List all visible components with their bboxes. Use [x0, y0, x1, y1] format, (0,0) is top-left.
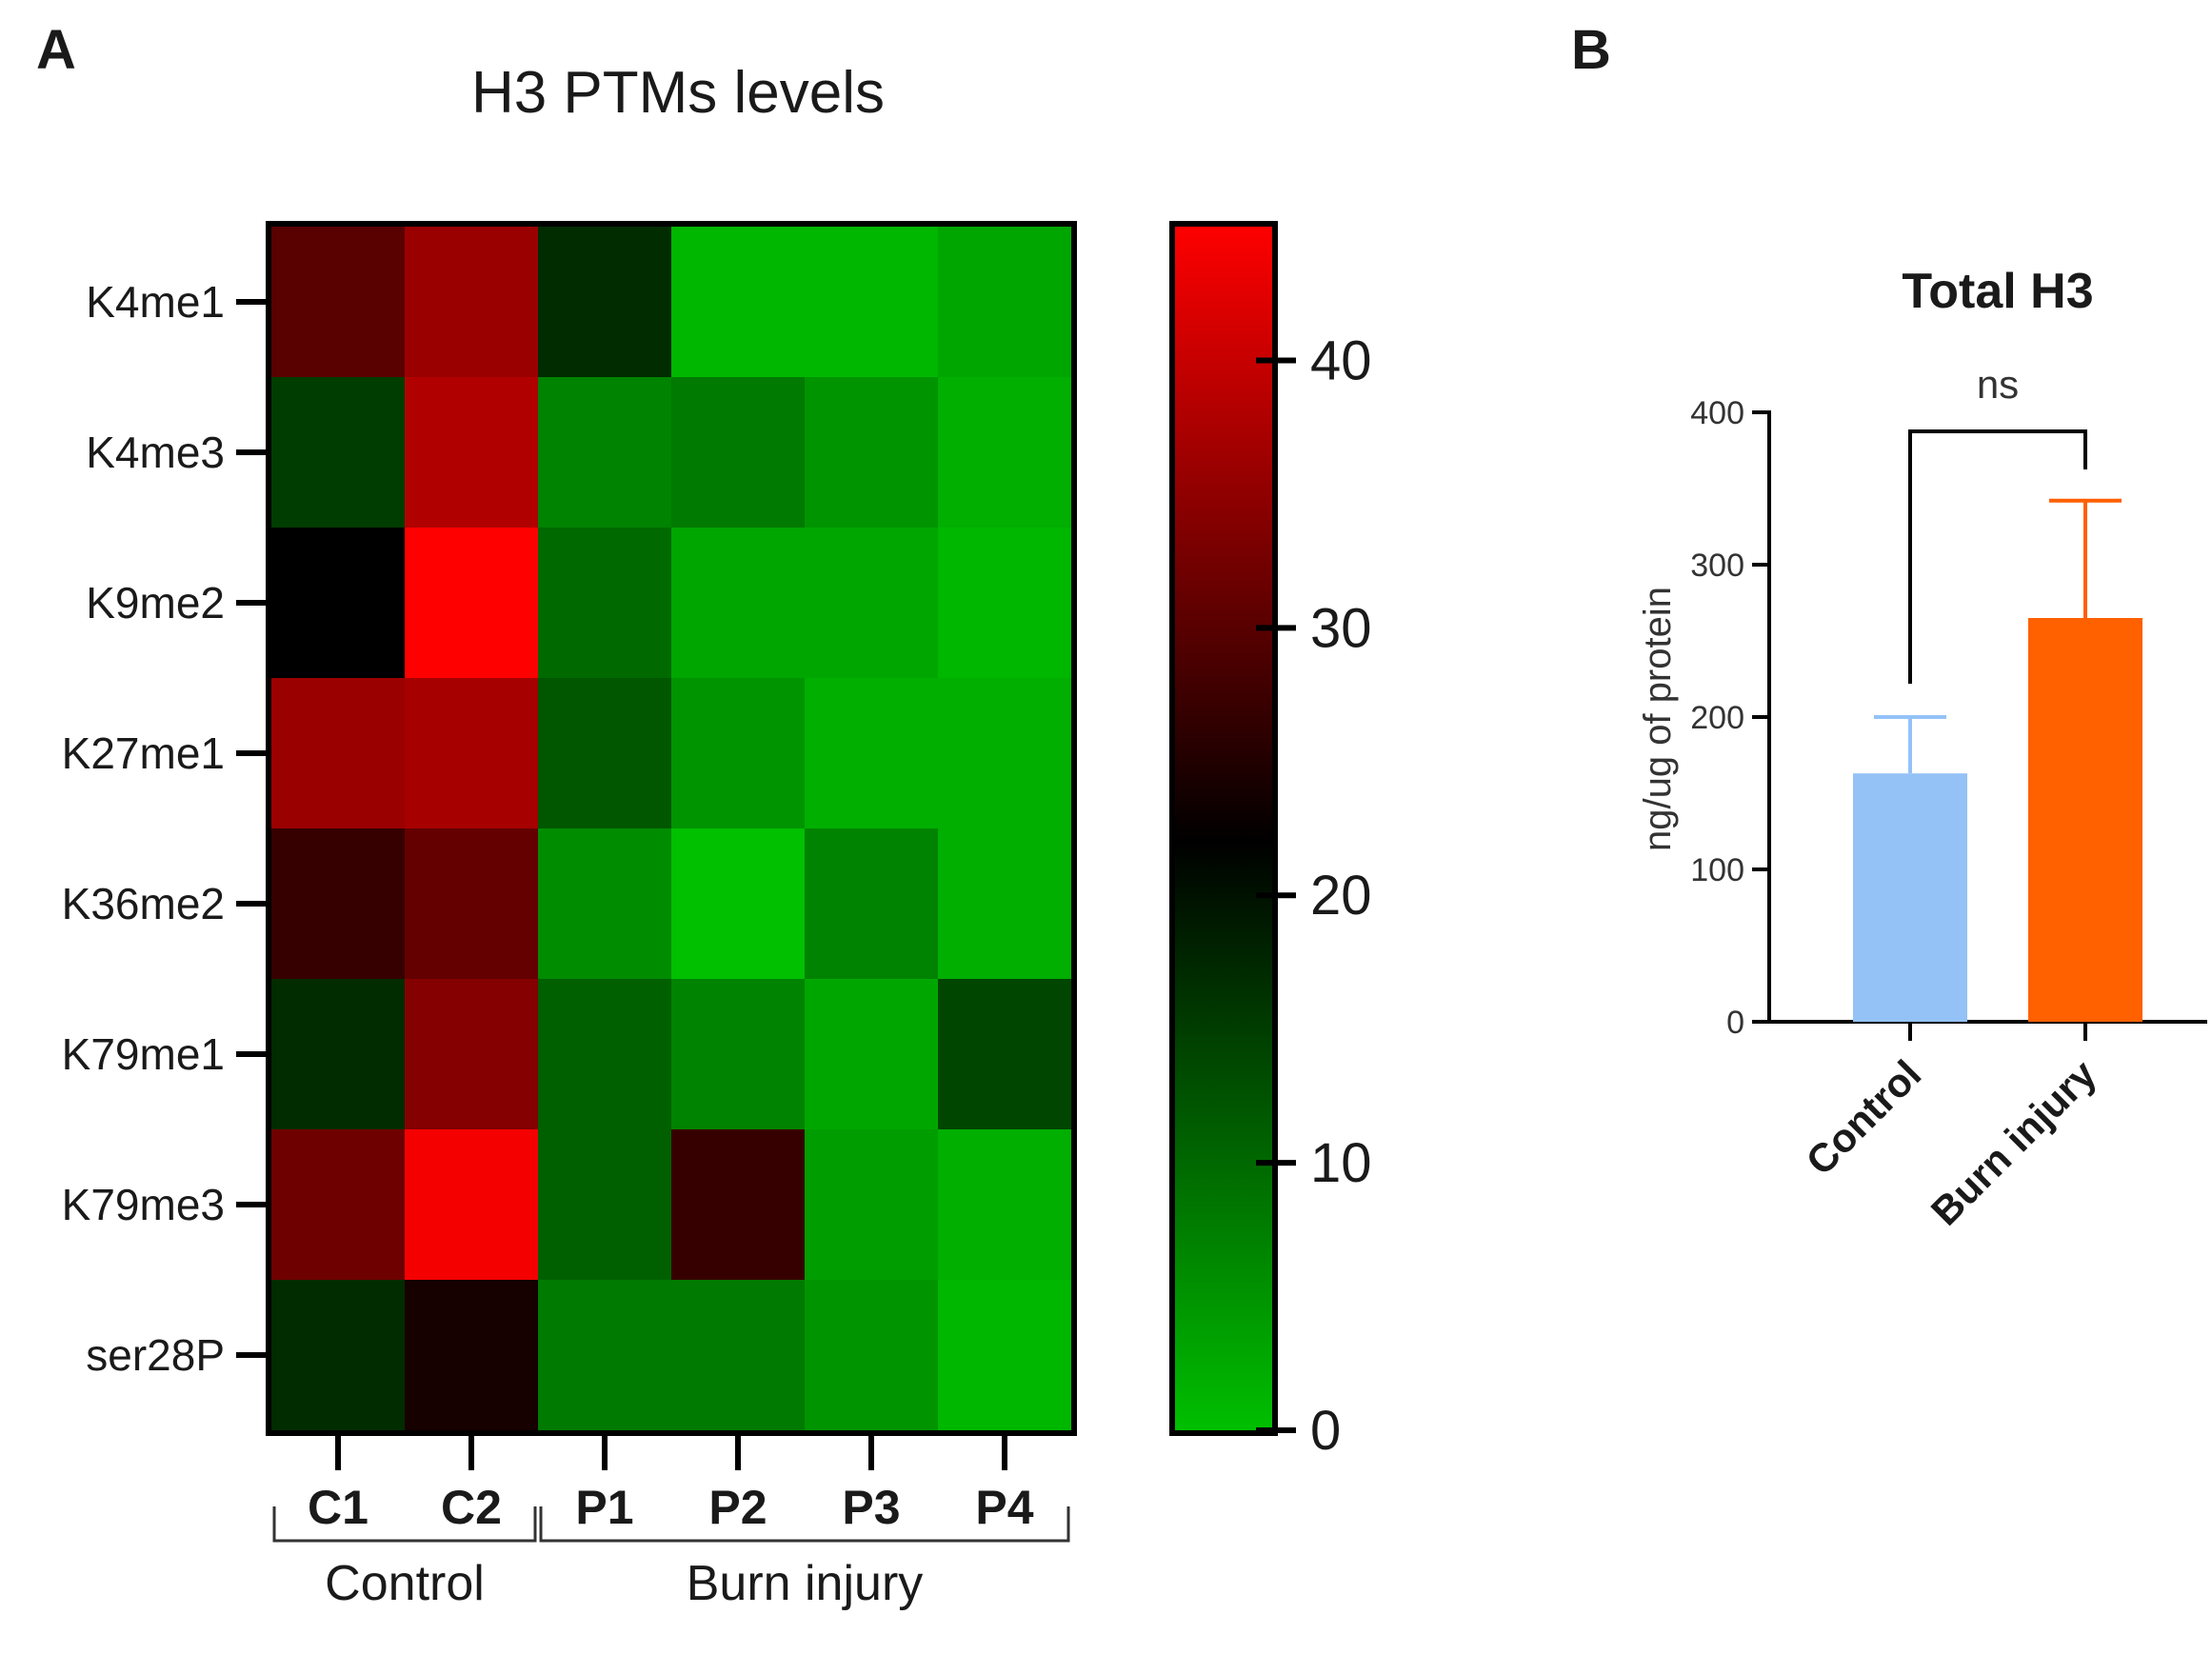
- heatmap-row-labels: K4me1 K4me3 K9me2 K27me1 K36me2 K79me1 K79me3 s…: [62, 277, 269, 1380]
- group-bracket: [272, 1506, 537, 1543]
- column-label: P1: [575, 1481, 633, 1534]
- heatmap-cell-k79me3-p4: [938, 1129, 1072, 1281]
- y-tick-label: 100: [1690, 852, 1744, 888]
- heatmap-cell-k27me1-p1: [538, 678, 672, 829]
- heatmap-frame: [266, 221, 1077, 1436]
- row-label: K79me1: [62, 1029, 225, 1079]
- heatmap-cell-k9me2-c2: [405, 528, 539, 679]
- row-label: K4me1: [86, 277, 225, 327]
- row-label: K4me3: [86, 428, 225, 477]
- colorbar-tick-label: 20: [1310, 865, 1372, 927]
- heatmap-cell-ser28p-c1: [271, 1280, 406, 1431]
- heatmap-cell-k4me1-p2: [671, 227, 806, 378]
- colorbar-tick-label: 40: [1310, 329, 1372, 391]
- heatmap-title: H3 PTMs levels: [471, 60, 885, 126]
- heatmap-cell-k36me2-p4: [938, 828, 1072, 980]
- heatmap-cell-k79me1-c2: [405, 979, 539, 1130]
- heatmap-cells: [271, 227, 1072, 1431]
- heatmap-cell-k79me3-c1: [271, 1129, 406, 1281]
- heatmap-cell-k4me3-p2: [671, 377, 806, 528]
- heatmap-cell-k4me1-p4: [938, 227, 1072, 378]
- heatmap-cell-k4me3-c2: [405, 377, 539, 528]
- row-label: K9me2: [86, 578, 225, 628]
- heatmap-cell-k4me1-p3: [805, 227, 939, 378]
- heatmap-cell-k4me3-p4: [938, 377, 1072, 528]
- group-bracket: [539, 1506, 1070, 1543]
- y-tick-label: 400: [1690, 395, 1744, 431]
- heatmap-column-labels: C1 C2 P1 P2 P3 P4: [308, 1436, 1034, 1534]
- column-label: C2: [441, 1481, 502, 1534]
- heatmap-cell-k36me2-p2: [671, 828, 806, 980]
- heatmap-cell-k9me2-c1: [271, 528, 406, 679]
- heatmap-group-brackets: Control Burn injury: [272, 1506, 1070, 1611]
- heatmap-cell-k79me3-c2: [405, 1129, 539, 1281]
- heatmap-cell-ser28p-p3: [805, 1280, 939, 1431]
- bar-burn-injury: [2028, 618, 2142, 1022]
- column-label: P4: [975, 1481, 1033, 1534]
- heatmap-cell-k9me2-p3: [805, 528, 939, 679]
- y-tick-label: 200: [1690, 700, 1744, 736]
- heatmap-cell-k27me1-c2: [405, 678, 539, 829]
- heatmap-cell-k27me1-p4: [938, 678, 1072, 829]
- column-label: C1: [308, 1481, 369, 1534]
- bar-chart-title: Total H3: [1902, 264, 2093, 319]
- heatmap-cell-k36me2-c1: [271, 828, 406, 980]
- heatmap-cell-ser28p-p2: [671, 1280, 806, 1431]
- significance-bracket: ns: [1908, 362, 2087, 684]
- heatmap-cell-k9me2-p4: [938, 528, 1072, 679]
- x-category-label: Control: [1798, 1051, 1930, 1184]
- heatmap-cell-k27me1-p3: [805, 678, 939, 829]
- column-label: P2: [708, 1481, 767, 1534]
- heatmap-cell-k4me1-c2: [405, 227, 539, 378]
- heatmap-cell-k79me3-p1: [538, 1129, 672, 1281]
- colorbar-ticks: 0 10 20 30 40: [1256, 329, 1372, 1462]
- panel-letter-a: A: [36, 19, 76, 81]
- heatmap-cell-ser28p-c2: [405, 1280, 539, 1431]
- colorbar-tick-label: 0: [1310, 1400, 1341, 1462]
- significance-bracket-line: [1908, 429, 2087, 684]
- row-label: K79me3: [62, 1180, 225, 1229]
- heatmap-cell-k79me1-p3: [805, 979, 939, 1130]
- heatmap-cell-k4me3-c1: [271, 377, 406, 528]
- y-tick-label: 0: [1726, 1005, 1744, 1041]
- bar-control: [1853, 773, 1967, 1022]
- heatmap-cell-k4me1-c1: [271, 227, 406, 378]
- panel-letter-b: B: [1571, 19, 1611, 81]
- colorbar-tick-label: 30: [1310, 597, 1372, 659]
- heatmap-cell-k27me1-c1: [271, 678, 406, 829]
- significance-label: ns: [1977, 362, 2019, 407]
- row-label: ser28P: [86, 1330, 225, 1380]
- bar-chart-y-axis-label: ng/ug of protein: [1637, 587, 1679, 851]
- heatmap-cell-k9me2-p2: [671, 528, 806, 679]
- row-label: K36me2: [62, 879, 225, 928]
- y-tick-label: 300: [1690, 548, 1744, 584]
- colorbar-tick-label: 10: [1310, 1132, 1372, 1194]
- colorbar: [1169, 221, 1278, 1436]
- heatmap-cell-ser28p-p1: [538, 1280, 672, 1431]
- heatmap-cell-k36me2-c2: [405, 828, 539, 980]
- heatmap-cell-k4me1-p1: [538, 227, 672, 378]
- heatmap-cell-k79me1-p2: [671, 979, 806, 1130]
- heatmap-cell-k36me2-p3: [805, 828, 939, 980]
- x-category-label: Burn injury: [1923, 1051, 2105, 1234]
- heatmap-cell-ser28p-p4: [938, 1280, 1072, 1431]
- group-label: Burn injury: [687, 1556, 924, 1611]
- heatmap-cell-k79me3-p2: [671, 1129, 806, 1281]
- heatmap-cell-k79me1-p4: [938, 979, 1072, 1130]
- heatmap-cell-k79me3-p3: [805, 1129, 939, 1281]
- group-label: Control: [325, 1556, 485, 1611]
- heatmap-cell-k27me1-p2: [671, 678, 806, 829]
- heatmap-cell-k4me3-p3: [805, 377, 939, 528]
- heatmap-cell-k4me3-p1: [538, 377, 672, 528]
- column-label: P3: [842, 1481, 900, 1534]
- heatmap-cell-k36me2-p1: [538, 828, 672, 980]
- heatmap-cell-k79me1-c1: [271, 979, 406, 1130]
- row-label: K27me1: [62, 728, 225, 778]
- heatmap-cell-k9me2-p1: [538, 528, 672, 679]
- heatmap-cell-k79me1-p1: [538, 979, 672, 1130]
